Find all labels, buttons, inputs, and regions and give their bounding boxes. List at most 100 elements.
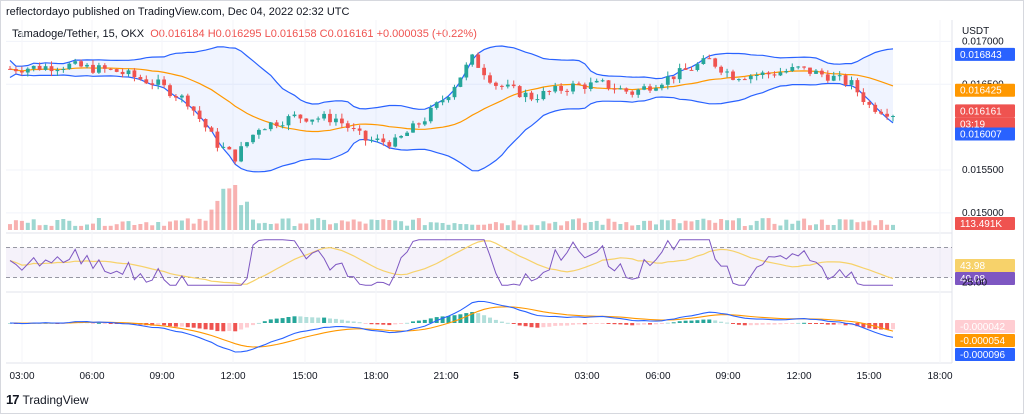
candle[interactable]	[606, 80, 611, 91]
candle[interactable]	[476, 52, 481, 69]
candle[interactable]	[748, 74, 753, 84]
candle[interactable]	[197, 106, 202, 123]
candle[interactable]	[209, 126, 214, 132]
candle[interactable]	[150, 79, 155, 90]
candle[interactable]	[731, 69, 735, 81]
candle[interactable]	[754, 72, 759, 81]
candle[interactable]	[470, 53, 475, 67]
candle[interactable]	[422, 117, 427, 127]
candle[interactable]	[316, 116, 321, 123]
candle[interactable]	[553, 82, 558, 94]
candle[interactable]	[636, 88, 641, 98]
candle[interactable]	[654, 84, 658, 92]
candle[interactable]	[446, 96, 451, 103]
candle[interactable]	[203, 118, 208, 132]
candle[interactable]	[97, 62, 101, 74]
candle[interactable]	[168, 83, 172, 98]
candle[interactable]	[73, 58, 78, 65]
candle[interactable]	[215, 128, 220, 152]
symbol-legend[interactable]: Tamadoge/Tether, 15, OKX O0.016184 H0.01…	[12, 28, 477, 40]
candle[interactable]	[274, 119, 279, 129]
candle[interactable]	[132, 68, 137, 82]
candle[interactable]	[571, 80, 575, 95]
candle[interactable]	[624, 87, 629, 95]
candle[interactable]	[114, 68, 119, 73]
candle[interactable]	[251, 134, 255, 145]
candle[interactable]	[55, 67, 60, 76]
candle[interactable]	[820, 68, 824, 78]
candle[interactable]	[612, 83, 617, 94]
candle[interactable]	[671, 76, 676, 84]
candle[interactable]	[405, 131, 409, 137]
candle[interactable]	[594, 78, 599, 83]
candle[interactable]	[618, 85, 623, 90]
candle[interactable]	[648, 83, 652, 94]
candle[interactable]	[102, 63, 107, 73]
candle[interactable]	[399, 135, 403, 139]
candle[interactable]	[79, 59, 83, 68]
candle[interactable]	[600, 78, 605, 83]
candle[interactable]	[245, 141, 249, 148]
candle[interactable]	[494, 81, 498, 90]
candle[interactable]	[452, 84, 457, 100]
candle[interactable]	[138, 74, 143, 81]
candle[interactable]	[814, 69, 818, 74]
candle[interactable]	[363, 130, 368, 146]
candle[interactable]	[280, 121, 285, 129]
candles[interactable]	[8, 52, 895, 165]
candle[interactable]	[541, 87, 546, 101]
candle[interactable]	[547, 90, 552, 96]
candle[interactable]	[239, 141, 243, 163]
candle[interactable]	[428, 104, 433, 124]
candle[interactable]	[630, 90, 635, 98]
candle[interactable]	[713, 57, 718, 69]
candle[interactable]	[334, 113, 338, 126]
candle[interactable]	[85, 63, 89, 69]
candle[interactable]	[665, 71, 670, 90]
candle[interactable]	[891, 114, 895, 122]
candle[interactable]	[227, 146, 232, 150]
candle[interactable]	[784, 68, 789, 74]
candle[interactable]	[417, 122, 421, 128]
candle[interactable]	[25, 67, 30, 77]
candle[interactable]	[689, 66, 694, 71]
candle[interactable]	[482, 64, 486, 80]
candle[interactable]	[683, 63, 688, 70]
candle[interactable]	[434, 101, 439, 110]
candle[interactable]	[262, 128, 267, 131]
candle[interactable]	[843, 73, 848, 87]
candle[interactable]	[411, 120, 415, 133]
candle[interactable]	[523, 89, 528, 103]
candle[interactable]	[855, 78, 860, 97]
candle[interactable]	[108, 68, 113, 71]
candle[interactable]	[535, 94, 540, 103]
candle[interactable]	[760, 70, 765, 79]
candle[interactable]	[808, 67, 812, 77]
candle[interactable]	[725, 68, 729, 78]
time-axis[interactable]: 03:00 06:00 09:00 12:00 15:00 18:00 21:00 5 03:0…	[9, 371, 952, 382]
candle[interactable]	[488, 72, 492, 85]
tradingview-footer[interactable]: 17 TradingView	[6, 392, 89, 407]
candle[interactable]	[357, 125, 362, 135]
candle[interactable]	[340, 113, 344, 128]
candle[interactable]	[257, 128, 261, 139]
candle[interactable]	[559, 83, 563, 94]
candle[interactable]	[861, 88, 866, 105]
candle[interactable]	[873, 102, 878, 114]
candle[interactable]	[505, 79, 510, 89]
candle[interactable]	[778, 67, 783, 77]
candle[interactable]	[695, 62, 700, 72]
candle[interactable]	[31, 65, 36, 72]
candle[interactable]	[14, 66, 18, 74]
candle[interactable]	[322, 111, 326, 121]
candle[interactable]	[529, 90, 534, 102]
candle[interactable]	[642, 83, 646, 91]
candle[interactable]	[849, 76, 854, 90]
candle[interactable]	[61, 66, 66, 73]
candle[interactable]	[375, 134, 380, 143]
candle[interactable]	[837, 71, 842, 81]
candle[interactable]	[156, 74, 161, 90]
candle[interactable]	[298, 114, 303, 124]
candle[interactable]	[387, 140, 392, 150]
candle[interactable]	[742, 77, 747, 81]
